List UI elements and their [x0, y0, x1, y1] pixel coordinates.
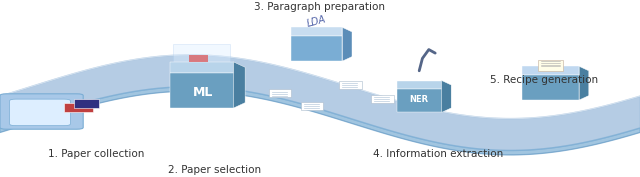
Text: 3. Paragraph preparation: 3. Paragraph preparation [255, 2, 385, 12]
Text: 4. Information extraction: 4. Information extraction [373, 149, 504, 159]
Polygon shape [234, 62, 245, 108]
FancyBboxPatch shape [173, 44, 230, 71]
Text: NER: NER [410, 95, 429, 104]
FancyBboxPatch shape [269, 89, 291, 97]
FancyBboxPatch shape [371, 95, 394, 103]
FancyBboxPatch shape [538, 60, 563, 71]
Text: LDA: LDA [306, 14, 328, 29]
FancyBboxPatch shape [339, 81, 362, 88]
Polygon shape [522, 75, 579, 100]
Polygon shape [522, 66, 579, 75]
Polygon shape [442, 81, 451, 112]
Polygon shape [170, 62, 234, 73]
Polygon shape [579, 66, 589, 100]
Polygon shape [397, 89, 442, 112]
Text: 2. Paper selection: 2. Paper selection [168, 165, 261, 175]
Polygon shape [74, 99, 99, 108]
FancyBboxPatch shape [301, 102, 323, 110]
Polygon shape [397, 81, 442, 89]
Polygon shape [64, 103, 93, 112]
Polygon shape [189, 55, 208, 62]
Text: ML: ML [193, 85, 214, 99]
Polygon shape [291, 27, 342, 36]
FancyBboxPatch shape [10, 99, 70, 126]
Text: 5. Recipe generation: 5. Recipe generation [490, 75, 598, 85]
FancyBboxPatch shape [0, 94, 83, 129]
Polygon shape [170, 73, 234, 108]
Text: 1. Paper collection: 1. Paper collection [48, 149, 145, 159]
Polygon shape [342, 27, 352, 61]
Polygon shape [291, 36, 342, 61]
